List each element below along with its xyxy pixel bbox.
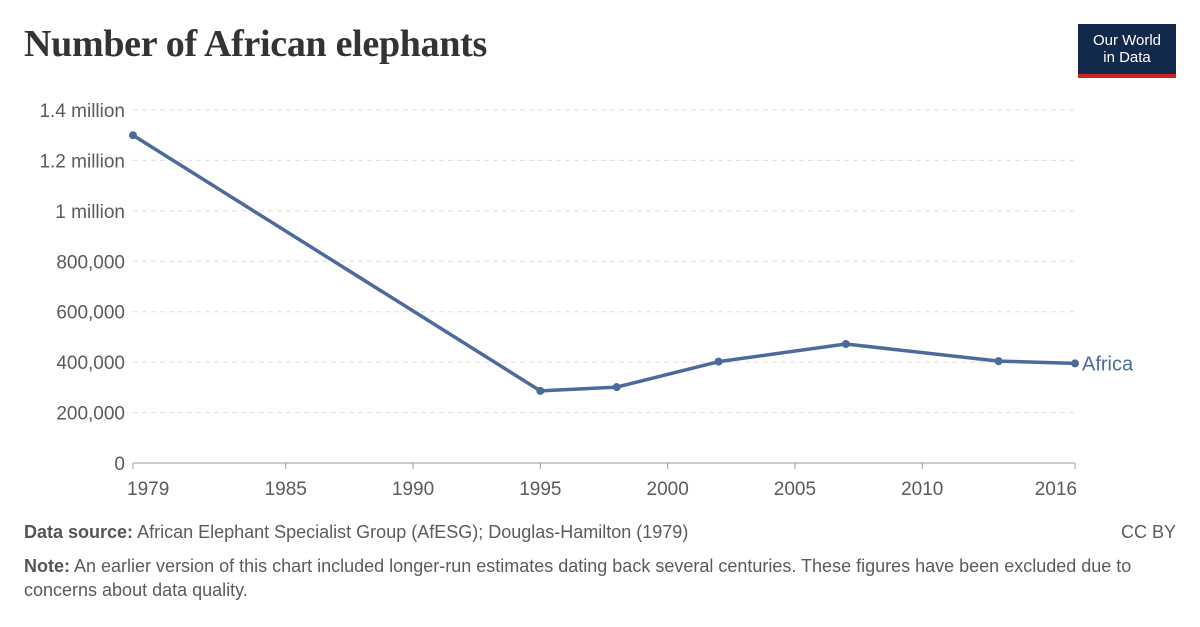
y-tick-label: 1 million [55,202,125,223]
x-axis-tick-labels: 1979 1985 1990 1995 2000 2005 2010 2016 [127,479,1077,500]
x-tick-label: 1979 [127,479,169,500]
y-tick-label: 400,000 [56,353,125,374]
license-link[interactable]: CC BY [1120,522,1176,542]
y-tick-label: 200,000 [56,404,125,425]
data-point[interactable] [714,357,723,366]
x-tick-label: 1990 [392,479,434,500]
data-point[interactable] [536,386,545,395]
series-label-africa[interactable]: Africa [1082,353,1134,375]
series-line-africa[interactable] [131,133,1077,393]
data-source: Data source: African Elephant Specialist… [24,520,688,544]
data-point[interactable] [994,357,1003,366]
data-point[interactable] [129,131,137,140]
y-tick-label: 800,000 [56,252,125,273]
grid-lines [133,109,1075,414]
x-axis [132,462,1076,469]
x-tick-label: 1995 [519,479,561,500]
source-text[interactable]: African Elephant Specialist Group (AfESG… [137,522,689,542]
x-tick-label: 1985 [265,479,307,500]
y-tick-label: 1.2 million [39,151,125,172]
y-tick-label: 1.4 million [39,101,125,122]
y-tick-label: 0 [114,454,125,475]
chart-note: Note: An earlier version of this chart i… [24,554,1164,602]
y-axis-tick-labels: 0 200,000 400,000 600,000 800,000 1 million 1.… [39,101,125,475]
data-point[interactable] [1071,359,1079,368]
x-tick-label: 2005 [774,479,816,500]
x-tick-label: 2016 [1035,479,1077,500]
data-point[interactable] [612,383,621,392]
logo-line-2: in Data [1103,49,1151,66]
series-africa[interactable]: Africa [129,131,1134,395]
source-label: Data source: [24,522,134,542]
chart-title: Number of African elephants [24,23,488,65]
y-tick-label: 600,000 [56,303,125,324]
x-tick-label: 2010 [901,479,943,500]
note-text: An earlier version of this chart include… [24,556,1132,600]
x-tick-label: 2000 [647,479,689,500]
logo-line-1: Our World [1092,32,1162,49]
owid-logo[interactable]: Our World in Data [1078,24,1176,78]
note-label: Note: [24,556,70,576]
data-point[interactable] [841,339,850,348]
